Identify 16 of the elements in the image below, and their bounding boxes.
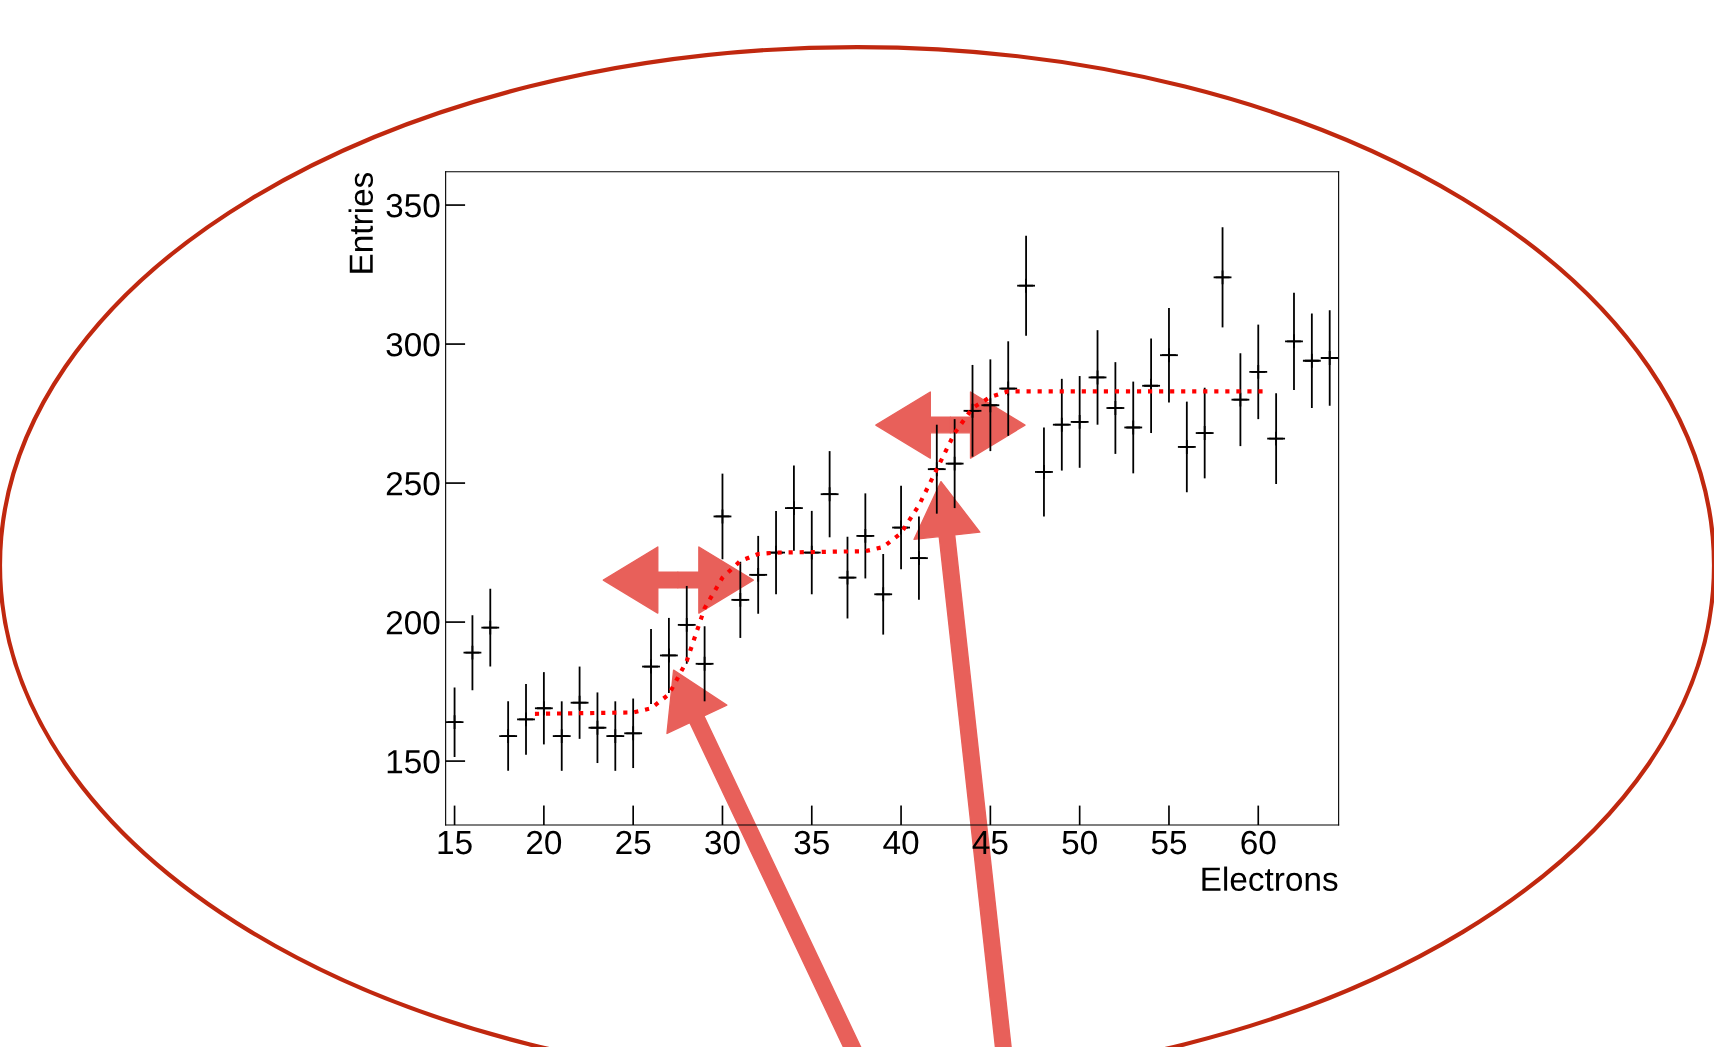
y-axis-title: Entries xyxy=(348,172,374,273)
x-tick-label: 15 xyxy=(438,831,472,855)
x-tick-label: 20 xyxy=(527,830,562,855)
x-tick-label: 25 xyxy=(616,830,651,855)
y-tick-label: 250 xyxy=(386,471,440,496)
y-tick-label: 200 xyxy=(386,610,440,635)
x-tick-label: 55 xyxy=(1151,831,1187,855)
x-tick-label: 50 xyxy=(1062,830,1097,855)
y-tick-label: 150 xyxy=(387,749,440,774)
x-tick-label: 60 xyxy=(1241,830,1276,855)
x-tick-label: 30 xyxy=(705,830,740,855)
y-tick-label: 350 xyxy=(386,193,440,218)
x-tick-label: 40 xyxy=(883,830,919,855)
y-tick-label: 300 xyxy=(386,332,440,357)
x-axis-title: Electrons xyxy=(1202,866,1338,892)
x-tick-label: 35 xyxy=(794,830,829,855)
